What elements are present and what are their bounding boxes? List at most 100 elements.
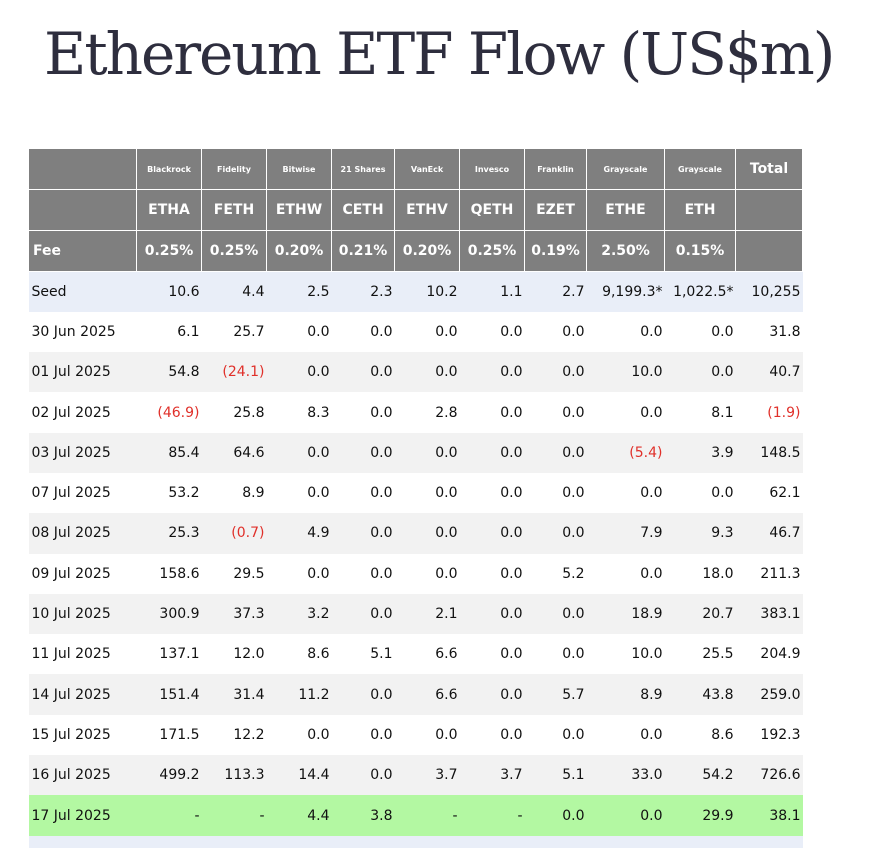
table-row: 14 Jul 2025 151.4 31.4 11.2 0.0 6.6 0.0 5.7 8.9 4… [28,674,803,715]
flow-value-cell: 0.0 [524,432,587,473]
empty-cell [459,835,525,848]
flow-value-cell: 10.6 [136,271,202,312]
flow-value-cell: 0.0 [394,553,460,594]
table-row: 30 Jun 2025 6.1 25.7 0.0 0.0 0.0 0.0 0.0 0.0 0.0 3… [28,311,803,353]
flow-value-cell: 0.0 [459,472,525,514]
ticker-header: ETH [664,189,736,231]
table-row: 11 Jul 2025 137.1 12.0 8.6 5.1 6.6 0.0 0.0 10.0 2… [28,634,803,675]
ticker-header: FETH [201,189,267,231]
flow-value-cell: 18.0 [664,553,736,594]
row-date: 30 Jun 2025 [28,311,137,353]
row-date: 03 Jul 2025 [28,432,137,473]
row-total-cell: 148.5 [735,432,803,473]
flow-value-cell: 85.4 [136,432,202,473]
empty-cell [201,835,267,848]
flow-value-cell: 0.0 [586,392,665,433]
issuer-header: Grayscale [664,148,736,190]
flow-value-cell: 8.3 [266,392,332,433]
flow-value-cell: (5.4) [586,432,665,473]
total-header: Total [735,148,803,190]
flow-value-cell: 0.0 [459,513,525,554]
flow-value-cell: 0.0 [394,714,460,756]
flow-value-cell: 0.0 [459,714,525,756]
flow-value-cell: 7.9 [586,513,665,554]
flow-value-cell: 0.0 [394,432,460,473]
flow-value-cell: 0.0 [266,472,332,514]
flow-value-cell: 8.9 [201,472,267,514]
flow-value-cell: 8.6 [664,714,736,756]
flow-value-cell: 0.0 [586,553,665,594]
flow-value-cell: 151.4 [136,674,202,715]
flow-value-cell: 53.2 [136,472,202,514]
flow-value-cell: 0.0 [459,593,525,635]
row-total-cell: 211.3 [735,553,803,594]
flow-value-cell: 0.0 [664,311,736,353]
issuer-header: Fidelity [201,148,267,190]
issuer-header-row: Blackrock Fidelity Bitwise 21 Shares Van… [28,148,803,190]
flow-value-cell: 300.9 [136,593,202,635]
table-row: 07 Jul 2025 53.2 8.9 0.0 0.0 0.0 0.0 0.0 0.0 0.0 6… [28,472,803,514]
row-total-cell: 38.1 [735,795,803,836]
row-total-cell: 726.6 [735,755,803,796]
ticker-header: CETH [331,189,395,231]
flow-value-cell: 0.0 [524,392,587,433]
flow-value-cell: 0.0 [524,472,587,514]
flow-value-cell: (0.7) [201,513,267,554]
empty-cell [524,835,587,848]
row-date: 07 Jul 2025 [28,472,137,514]
flow-value-cell: - [201,795,267,836]
flow-value-cell: 2.7 [524,271,587,312]
flow-value-cell: 0.0 [524,311,587,353]
table-row: 16 Jul 2025 499.2 113.3 14.4 0.0 3.7 3.7 5.1 33.… [28,755,803,796]
flow-value-cell: 0.0 [394,311,460,353]
row-date: 11 Jul 2025 [28,634,137,675]
flow-value-cell: 25.5 [664,634,736,675]
flow-value-cell: 0.0 [331,674,395,715]
issuer-header: Grayscale [586,148,665,190]
etf-flow-table: Blackrock Fidelity Bitwise 21 Shares Van… [28,148,803,848]
flow-value-cell: 0.0 [586,311,665,353]
empty-cell [331,835,395,848]
flow-value-cell: 0.0 [524,795,587,836]
flow-value-cell: 54.8 [136,352,202,393]
fee-header-row: Fee 0.25% 0.25% 0.20% 0.21% 0.20% 0.25% … [28,230,803,272]
empty-cell [586,835,665,848]
row-total-cell: 40.7 [735,352,803,393]
fee-cell: 0.25% [136,230,202,272]
table-row: 02 Jul 2025 (46.9) 25.8 8.3 0.0 2.8 0.0 0.0 0.0 8… [28,392,803,433]
flow-value-cell: 0.0 [664,352,736,393]
flow-value-cell: 0.0 [459,392,525,433]
ticker-header: QETH [459,189,525,231]
flow-value-cell: - [394,795,460,836]
page-title: Ethereum ETF Flow (US$m) [44,20,835,88]
empty-cell [394,835,460,848]
row-total-cell: 192.3 [735,714,803,756]
flow-value-cell: 113.3 [201,755,267,796]
flow-value-cell: 8.6 [266,634,332,675]
table-row: 03 Jul 2025 85.4 64.6 0.0 0.0 0.0 0.0 0.0 (5.4) 3… [28,432,803,473]
flow-value-cell: 0.0 [394,472,460,514]
flow-value-cell: 0.0 [331,755,395,796]
issuer-header: 21 Shares [331,148,395,190]
table-row: 09 Jul 2025 158.6 29.5 0.0 0.0 0.0 0.0 5.2 0.0 18… [28,553,803,594]
flow-value-cell: 0.0 [524,714,587,756]
flow-value-cell: 43.8 [664,674,736,715]
flow-value-cell: 1.1 [459,271,525,312]
flow-value-cell: 0.0 [331,714,395,756]
flow-value-cell: 0.0 [331,432,395,473]
flow-value-cell: 0.0 [459,553,525,594]
empty-cell [136,835,202,848]
issuer-header: Franklin [524,148,587,190]
flow-value-cell: 3.2 [266,593,332,635]
fee-cell: 0.20% [394,230,460,272]
flow-value-cell: 37.3 [201,593,267,635]
flow-value-cell: 11.2 [266,674,332,715]
flow-value-cell: 171.5 [136,714,202,756]
fee-cell: 0.15% [664,230,736,272]
flow-value-cell: 2.5 [266,271,332,312]
fee-cell: 0.25% [201,230,267,272]
flow-value-cell: 12.0 [201,634,267,675]
flow-value-cell: 3.9 [664,432,736,473]
row-total-cell: 62.1 [735,472,803,514]
flow-value-cell: 8.1 [664,392,736,433]
